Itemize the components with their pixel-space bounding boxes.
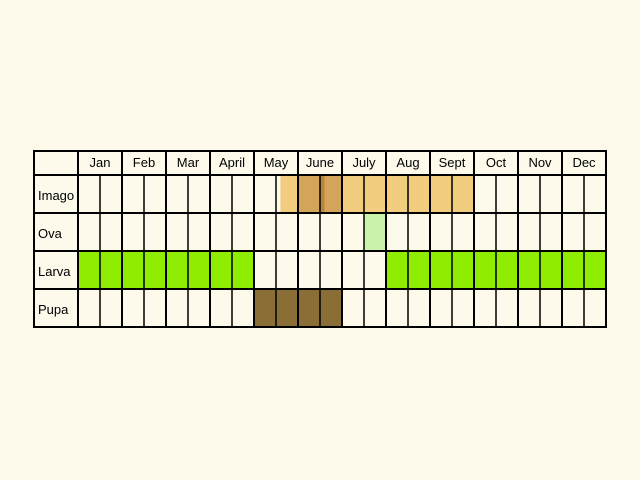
- month-label-apr: April: [219, 155, 245, 170]
- stage-label-ova: Ova: [38, 226, 63, 241]
- stage-label-larva: Larva: [38, 264, 71, 279]
- month-label-may: May: [264, 155, 289, 170]
- month-label-jun: June: [306, 155, 334, 170]
- month-label-dec: Dec: [572, 155, 596, 170]
- bar-ova-3: [364, 213, 386, 251]
- stage-label-column: Imago Ova Larva Pupa: [38, 188, 74, 317]
- month-label-sep: Sept: [439, 155, 466, 170]
- month-label-oct: Oct: [486, 155, 507, 170]
- month-label-nov: Nov: [528, 155, 552, 170]
- table-grid: [33, 150, 607, 328]
- month-label-jan: Jan: [90, 155, 111, 170]
- month-header-row: Jan Feb Mar April May June July Aug Sept…: [90, 155, 597, 170]
- stage-label-pupa: Pupa: [38, 302, 69, 317]
- stage-label-imago: Imago: [38, 188, 74, 203]
- month-label-aug: Aug: [396, 155, 419, 170]
- bar-imago-2: [320, 175, 325, 213]
- month-label-feb: Feb: [133, 155, 155, 170]
- month-label-mar: Mar: [177, 155, 200, 170]
- month-label-jul: July: [352, 155, 376, 170]
